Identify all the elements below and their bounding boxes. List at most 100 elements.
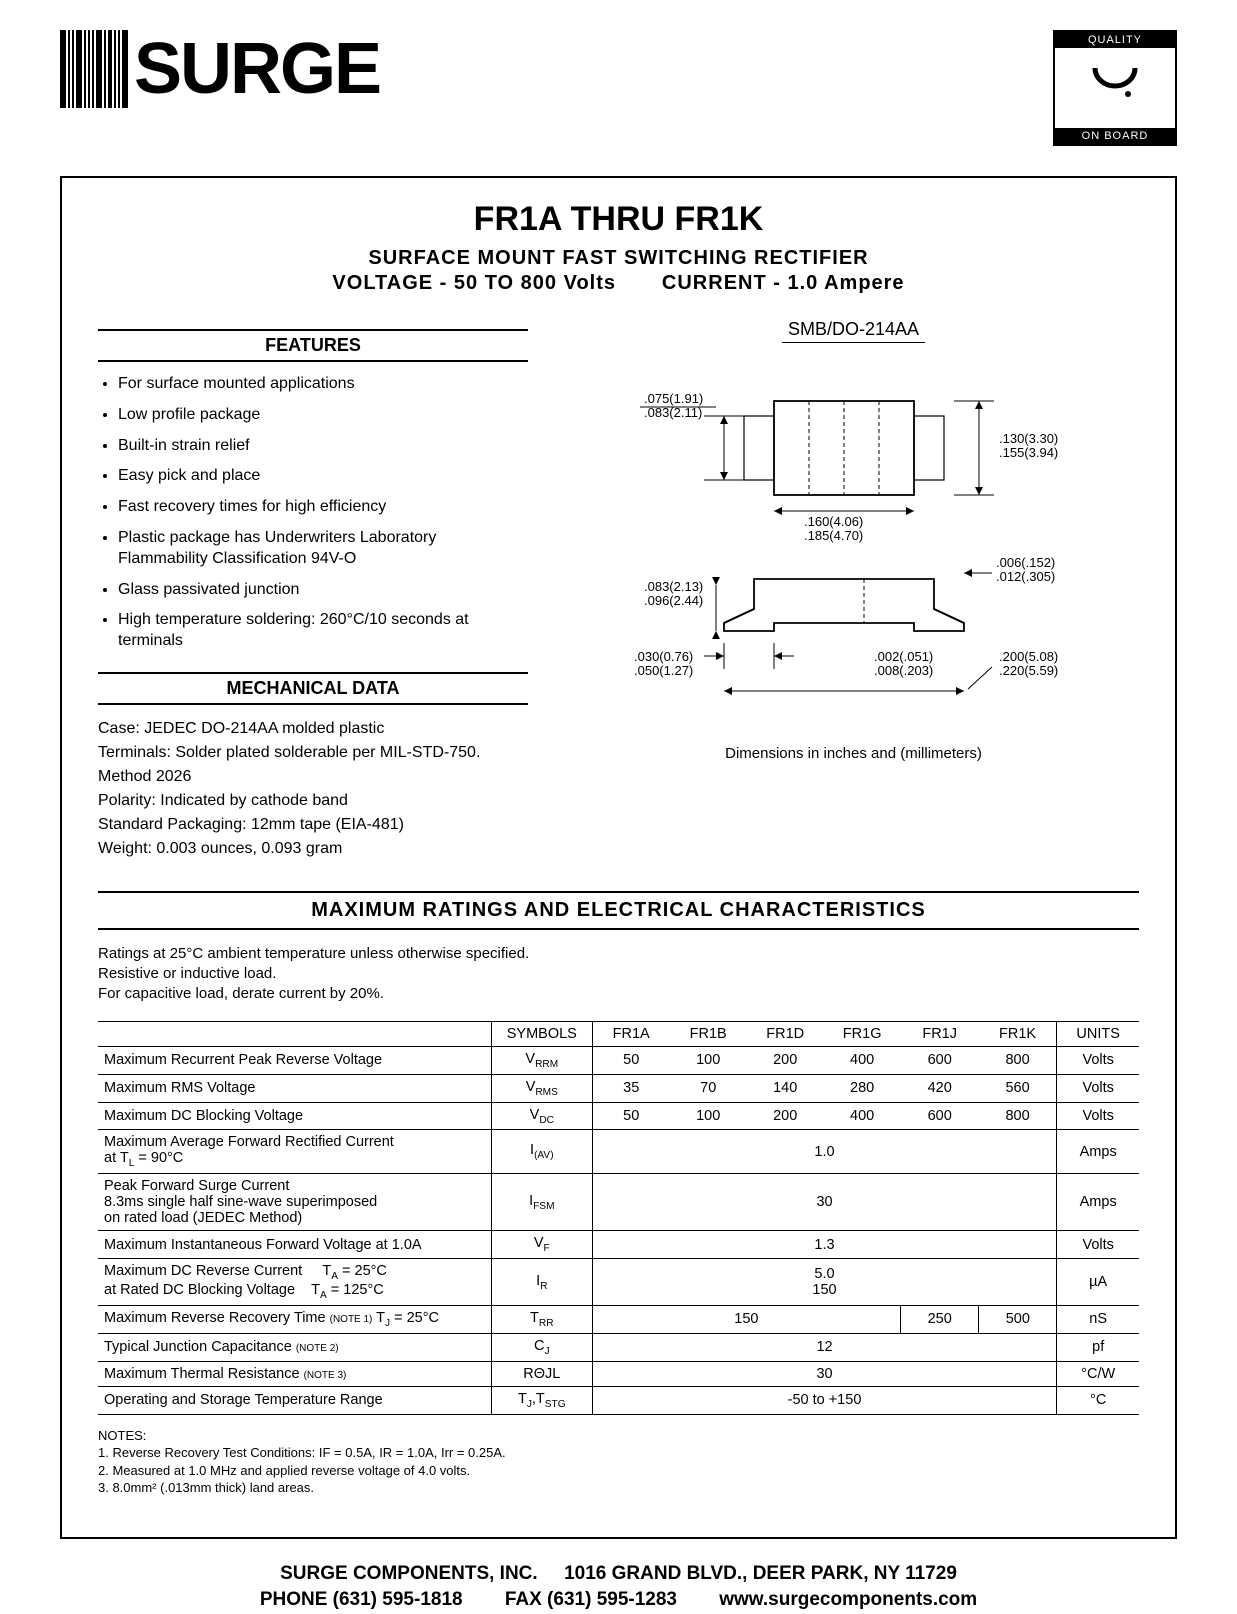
- col-fr1b: FR1B: [670, 1021, 747, 1046]
- unit-cell: Volts: [1057, 1046, 1139, 1074]
- param-cell: Maximum Reverse Recovery Time (NOTE 1) T…: [98, 1305, 491, 1333]
- right-column: SMB/DO-214AA: [568, 319, 1139, 861]
- footer-company: SURGE COMPONENTS, INC.: [280, 1563, 538, 1584]
- badge-bottom: ON BOARD: [1055, 128, 1175, 144]
- dim-leadh-a: .083(2.13): [644, 579, 703, 594]
- feature-item: Low profile package: [118, 405, 528, 426]
- datasheet-page: SURGE QUALITY ON BOARD FR1A THRU FR1K SU…: [0, 0, 1237, 1600]
- note-item: 1. Reverse Recovery Test Conditions: IF …: [98, 1444, 1139, 1462]
- value-cell: 70: [670, 1074, 747, 1102]
- param-cell: Operating and Storage Temperature Range: [98, 1386, 491, 1414]
- ratings-intro-line: For capacitive load, derate current by 2…: [98, 984, 1139, 1004]
- value-span-cell: 5.0150: [592, 1259, 1057, 1306]
- symbol-cell: VRMS: [491, 1074, 592, 1102]
- dim-leadh-b: .096(2.44): [644, 593, 703, 608]
- value-span-cell: 12: [592, 1333, 1057, 1361]
- value-cell: 500: [979, 1305, 1057, 1333]
- feature-item: Built-in strain relief: [118, 436, 528, 457]
- unit-cell: nS: [1057, 1305, 1139, 1333]
- unit-cell: Volts: [1057, 1231, 1139, 1259]
- symbol-cell: VDC: [491, 1102, 592, 1130]
- col-param: [98, 1021, 491, 1046]
- dim-width-b: .185(4.70): [804, 528, 863, 543]
- dim-foot-b: .008(.203): [874, 663, 933, 678]
- ratings-heading: MAXIMUM RATINGS AND ELECTRICAL CHARACTER…: [98, 891, 1139, 930]
- col-fr1a: FR1A: [592, 1021, 670, 1046]
- ratings-intro-line: Ratings at 25°C ambient temperature unle…: [98, 944, 1139, 964]
- footer: SURGE COMPONENTS, INC. 1016 GRAND BLVD.,…: [60, 1561, 1177, 1614]
- col-fr1d: FR1D: [747, 1021, 824, 1046]
- unit-cell: pf: [1057, 1333, 1139, 1361]
- footer-line-2: PHONE (631) 595-1818 FAX (631) 595-1283 …: [60, 1587, 1177, 1614]
- symbol-cell: TJ,TSTG: [491, 1386, 592, 1414]
- features-list: For surface mounted applicationsLow prof…: [98, 374, 528, 652]
- table-row: Maximum DC Reverse Current TA = 25°Cat R…: [98, 1259, 1139, 1306]
- param-cell: Peak Forward Surge Current8.3ms single h…: [98, 1174, 491, 1231]
- table-row: Maximum Instantaneous Forward Voltage at…: [98, 1231, 1139, 1259]
- subtitle-2: VOLTAGE - 50 TO 800 Volts CURRENT - 1.0 …: [98, 272, 1139, 295]
- mechanical-item: Terminals: Solder plated solderable per …: [98, 741, 528, 789]
- unit-cell: µA: [1057, 1259, 1139, 1306]
- symbol-cell: VF: [491, 1231, 592, 1259]
- symbol-cell: TRR: [491, 1305, 592, 1333]
- main-frame: FR1A THRU FR1K SURFACE MOUNT FAST SWITCH…: [60, 176, 1177, 1539]
- value-cell: 50: [592, 1046, 670, 1074]
- value-span-cell: 30: [592, 1174, 1057, 1231]
- table-row: Maximum RMS VoltageVRMS3570140280420560V…: [98, 1074, 1139, 1102]
- param-cell: Maximum Thermal Resistance (NOTE 3): [98, 1361, 491, 1386]
- dim-ext-b: .050(1.27): [634, 663, 693, 678]
- value-span-cell: -50 to +150: [592, 1386, 1057, 1414]
- brand-text: SURGE: [134, 30, 380, 108]
- left-column: FEATURES For surface mounted application…: [98, 319, 528, 861]
- param-cell: Maximum Instantaneous Forward Voltage at…: [98, 1231, 491, 1259]
- unit-cell: °C/W: [1057, 1361, 1139, 1386]
- dim-height-b: .155(3.94): [999, 445, 1058, 460]
- mechanical-data: Case: JEDEC DO-214AA molded plasticTermi…: [98, 717, 528, 861]
- feature-item: Plastic package has Underwriters Laborat…: [118, 528, 528, 570]
- feature-item: Glass passivated junction: [118, 580, 528, 601]
- dim-overall-a: .200(5.08): [999, 649, 1058, 664]
- col-symbols: SYMBOLS: [491, 1021, 592, 1046]
- symbol-cell: RΘJL: [491, 1361, 592, 1386]
- badge-top: QUALITY: [1055, 32, 1175, 48]
- notes-heading: NOTES:: [98, 1427, 1139, 1445]
- value-span-cell: 30: [592, 1361, 1057, 1386]
- symbol-cell: VRRM: [491, 1046, 592, 1074]
- ratings-intro-line: Resistive or inductive load.: [98, 964, 1139, 984]
- param-cell: Maximum Recurrent Peak Reverse Voltage: [98, 1046, 491, 1074]
- note-item: 2. Measured at 1.0 MHz and applied rever…: [98, 1462, 1139, 1480]
- dim-foot-a: .002(.051): [874, 649, 933, 664]
- value-cell: 100: [670, 1046, 747, 1074]
- value-cell: 600: [901, 1102, 979, 1130]
- value-span-cell: 1.0: [592, 1130, 1057, 1174]
- value-cell: 140: [747, 1074, 824, 1102]
- page-title: FR1A THRU FR1K: [98, 200, 1139, 239]
- dim-overall-b: .220(5.59): [999, 663, 1058, 678]
- dim-ext-a: .030(0.76): [634, 649, 693, 664]
- table-row: Maximum Thermal Resistance (NOTE 3)RΘJL3…: [98, 1361, 1139, 1386]
- badge-icon: [1080, 58, 1150, 108]
- value-span-cell: 1.3: [592, 1231, 1057, 1259]
- table-header-row: SYMBOLS FR1A FR1B FR1D FR1G FR1J FR1K UN…: [98, 1021, 1139, 1046]
- subtitle-1: SURFACE MOUNT FAST SWITCHING RECTIFIER: [98, 247, 1139, 270]
- features-heading: FEATURES: [98, 329, 528, 362]
- footer-address: 1016 GRAND BLVD., DEER PARK, NY 11729: [564, 1563, 957, 1584]
- subtitle-current: CURRENT - 1.0 Ampere: [662, 272, 905, 294]
- value-cell: 200: [747, 1046, 824, 1074]
- dim-width-a: .160(4.06): [804, 514, 863, 529]
- ratings-table: SYMBOLS FR1A FR1B FR1D FR1G FR1J FR1K UN…: [98, 1021, 1139, 1415]
- table-row: Operating and Storage Temperature RangeT…: [98, 1386, 1139, 1414]
- table-row: Maximum Average Forward Rectified Curren…: [98, 1130, 1139, 1174]
- unit-cell: °C: [1057, 1386, 1139, 1414]
- feature-item: Fast recovery times for high efficiency: [118, 497, 528, 518]
- symbol-cell: IFSM: [491, 1174, 592, 1231]
- notes-block: NOTES: 1. Reverse Recovery Test Conditio…: [98, 1427, 1139, 1497]
- param-cell: Maximum DC Blocking Voltage: [98, 1102, 491, 1130]
- col-fr1j: FR1J: [901, 1021, 979, 1046]
- value-cell: 400: [824, 1102, 901, 1130]
- table-row: Maximum Reverse Recovery Time (NOTE 1) T…: [98, 1305, 1139, 1333]
- value-cell: 800: [979, 1046, 1057, 1074]
- value-cell: 400: [824, 1046, 901, 1074]
- symbol-cell: CJ: [491, 1333, 592, 1361]
- unit-cell: Amps: [1057, 1174, 1139, 1231]
